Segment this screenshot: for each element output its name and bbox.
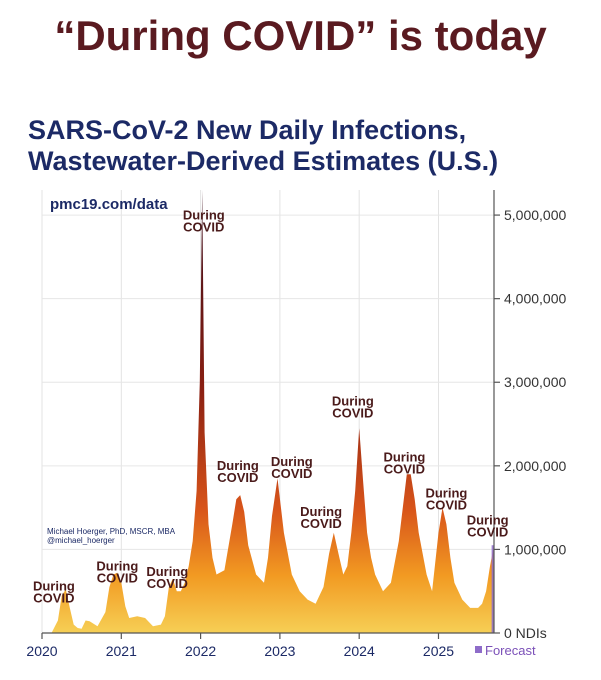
annotation-line: During	[33, 578, 75, 593]
annotation-line: During	[183, 207, 225, 222]
y-tick-label: 3,000,000	[504, 374, 566, 390]
y-tick-label: 4,000,000	[504, 291, 566, 307]
annotation-line: COVID	[217, 470, 258, 485]
annotation-line: COVID	[183, 219, 224, 234]
annotation-line: COVID	[271, 466, 312, 481]
annotation-line: During	[300, 504, 342, 519]
annotation-line: COVID	[332, 406, 373, 421]
annotation-line: During	[425, 486, 467, 501]
annotation-line: COVID	[301, 516, 342, 531]
annotation-line: During	[96, 558, 138, 573]
x-tick-label: 2022	[185, 643, 216, 659]
annotation-during-covid: During COVID	[146, 564, 188, 591]
annotation-line: During	[146, 564, 188, 579]
chart-title: SARS-CoV-2 New Daily Infections, Wastewa…	[28, 115, 498, 177]
chart-title-line-2: Wastewater-Derived Estimates (U.S.)	[28, 146, 499, 176]
legend-swatch-forecast	[475, 646, 482, 653]
annotation-during-covid: During COVID	[217, 458, 259, 485]
y-tick-label: 5,000,000	[504, 207, 566, 223]
author-credit: Michael Hoerger, PhD, MSCR, MBA	[47, 527, 176, 536]
annotation-line: COVID	[384, 462, 425, 477]
annotation-line: During	[332, 394, 374, 409]
x-tick-label: 2021	[106, 643, 137, 659]
annotation-line: During	[383, 450, 425, 465]
x-tick-label: 2023	[264, 643, 295, 659]
y-tick-label: 2,000,000	[504, 458, 566, 474]
forecast-band	[491, 545, 494, 633]
annotation-during-covid: During COVID	[271, 454, 313, 481]
annotation-line: During	[217, 458, 259, 473]
annotation-during-covid: During COVID	[96, 558, 138, 585]
annotation-during-covid: During COVID	[33, 578, 75, 605]
author-credit: @michael_hoerger	[47, 536, 115, 545]
headline: “During COVID” is today	[54, 12, 547, 59]
annotation-line: COVID	[426, 498, 467, 513]
annotation-during-covid: During COVID	[383, 450, 425, 477]
infection-area	[42, 190, 494, 633]
legend-label-forecast: Forecast	[485, 643, 536, 658]
annotation-during-covid: During COVID	[183, 207, 225, 234]
y-tick-label: 0 NDIs	[504, 625, 547, 641]
annotation-line: COVID	[33, 590, 74, 605]
x-tick-label: 2024	[344, 643, 375, 659]
annotation-line: COVID	[97, 570, 138, 585]
annotation-line: COVID	[467, 524, 508, 539]
x-tick-label: 2025	[423, 643, 454, 659]
annotation-line: COVID	[147, 576, 188, 591]
chart-title-line-1: SARS-CoV-2 New Daily Infections,	[28, 115, 467, 145]
source-url: pmc19.com/data	[50, 196, 168, 213]
annotation-line: During	[467, 512, 509, 527]
annotation-during-covid: During COVID	[332, 394, 374, 421]
x-tick-label: 2020	[26, 643, 57, 659]
annotation-during-covid: During COVID	[425, 486, 467, 513]
annotation-during-covid: During COVID	[300, 504, 342, 531]
annotation-line: During	[271, 454, 313, 469]
y-tick-label: 1,000,000	[504, 541, 566, 557]
annotation-during-covid: During COVID	[467, 512, 509, 539]
